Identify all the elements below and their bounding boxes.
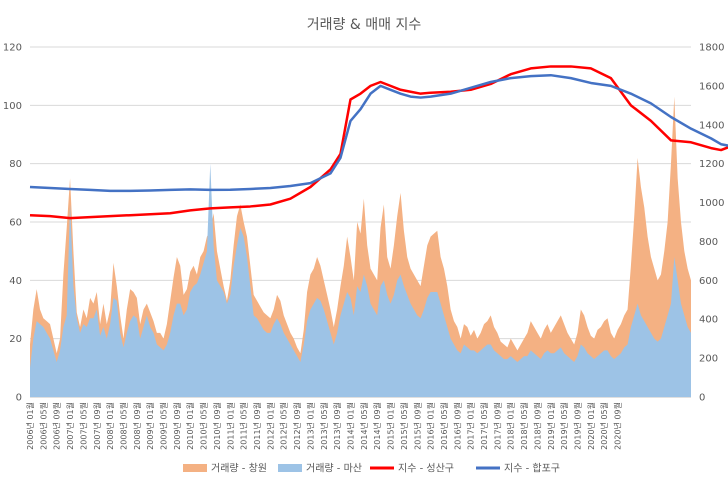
x-tick-label: 2011년 09월 — [252, 402, 262, 450]
x-tick-label: 2019년 05월 — [559, 402, 569, 450]
x-tick-label: 2007년 01월 — [65, 402, 75, 450]
x-tick-label: 2009년 05월 — [159, 402, 169, 450]
y-left-tick-label: 20 — [9, 334, 22, 345]
x-tick-label: 2012년 01월 — [265, 402, 275, 450]
line-seongsan — [29, 65, 728, 220]
x-tick-label: 2016년 09월 — [452, 402, 462, 450]
y-axis-right: 0 200 400 600 800 1000 1200 1400 1600 1800 — [699, 43, 724, 404]
x-tick-label: 2013년 01월 — [305, 402, 315, 450]
legend-label: 지수 - 성산구 — [398, 463, 454, 475]
y-right-tick-label: 0 — [699, 393, 705, 404]
y-right-tick-label: 400 — [699, 315, 718, 326]
x-tick-label: 2019년 09월 — [572, 402, 582, 450]
area-masan — [30, 163, 691, 397]
y-right-tick-label: 800 — [699, 237, 718, 248]
area-series — [30, 96, 691, 397]
y-left-tick-label: 100 — [3, 101, 22, 112]
legend-swatch — [183, 464, 207, 472]
y-left-tick-label: 120 — [3, 43, 22, 54]
legend-label: 지수 - 합포구 — [504, 463, 560, 475]
line-series — [29, 65, 728, 220]
y-right-tick-label: 1400 — [699, 120, 724, 131]
x-tick-label: 2013년 09월 — [332, 402, 342, 450]
x-tick-label: 2010년 09월 — [212, 402, 222, 450]
x-axis: 2006년 01월 2006년 05월 2006년 09월 2007년 01월 2007… — [25, 402, 623, 450]
x-tick-label: 2015년 05월 — [399, 402, 409, 450]
x-tick-label: 2016년 01월 — [426, 402, 436, 450]
x-tick-label: 2009년 01월 — [145, 402, 155, 450]
x-tick-label: 2018년 09월 — [532, 402, 542, 450]
y-left-tick-label: 60 — [9, 218, 22, 229]
chart-title: 거래량 & 매매 지수 — [307, 17, 422, 33]
x-tick-label: 2020년 09월 — [613, 402, 623, 450]
x-tick-label: 2012년 09월 — [292, 402, 302, 450]
x-tick-label: 2015년 01월 — [386, 402, 396, 450]
y-right-tick-label: 600 — [699, 276, 718, 287]
y-axis-left: 0 20 40 60 80 100 120 — [3, 43, 22, 404]
legend: 거래량 - 창원 거래량 - 마산 지수 - 성산구 지수 - 합포구 — [183, 463, 560, 475]
y-right-tick-label: 200 — [699, 354, 718, 365]
x-tick-label: 2011년 05월 — [239, 402, 249, 450]
y-right-tick-label: 1800 — [699, 43, 724, 54]
x-tick-label: 2006년 05월 — [38, 402, 48, 450]
legend-label: 거래량 - 창원 — [211, 463, 267, 475]
x-tick-label: 2019년 01월 — [546, 402, 556, 450]
x-tick-label: 2017년 05월 — [479, 402, 489, 450]
y-left-tick-label: 40 — [9, 276, 22, 287]
x-tick-label: 2006년 01월 — [25, 402, 35, 450]
x-tick-label: 2015년 09월 — [412, 402, 422, 450]
y-left-tick-label: 0 — [16, 393, 22, 404]
x-tick-label: 2007년 05월 — [78, 402, 88, 450]
x-tick-label: 2010년 01월 — [185, 402, 195, 450]
x-tick-label: 2012년 05월 — [279, 402, 289, 450]
x-tick-label: 2014년 05월 — [359, 402, 369, 450]
x-tick-label: 2008년 01월 — [105, 402, 115, 450]
y-right-tick-label: 1600 — [699, 81, 724, 92]
x-tick-label: 2016년 05월 — [439, 402, 449, 450]
legend-swatch — [278, 464, 302, 472]
x-tick-label: 2008년 05월 — [118, 402, 128, 450]
x-tick-label: 2017년 09월 — [492, 402, 502, 450]
legend-label: 거래량 - 마산 — [306, 463, 362, 475]
x-tick-label: 2017년 01월 — [466, 402, 476, 450]
x-tick-label: 2018년 05월 — [519, 402, 529, 450]
x-tick-label: 2011년 01월 — [225, 402, 235, 450]
y-right-tick-label: 1200 — [699, 159, 724, 170]
x-tick-label: 2014년 09월 — [372, 402, 382, 450]
x-tick-label: 2007년 09월 — [92, 402, 102, 450]
x-tick-label: 2018년 01월 — [506, 402, 516, 450]
x-tick-label: 2010년 05월 — [199, 402, 209, 450]
x-tick-label: 2006년 09월 — [52, 402, 62, 450]
x-tick-label: 2014년 01월 — [345, 402, 355, 450]
x-tick-label: 2008년 09월 — [132, 402, 142, 450]
x-tick-label: 2020년 05월 — [599, 402, 609, 450]
x-tick-label: 2013년 05월 — [319, 402, 329, 450]
y-right-tick-label: 1000 — [699, 198, 724, 209]
line-happo — [29, 73, 728, 193]
y-left-tick-label: 80 — [9, 159, 22, 170]
x-tick-label: 2020년 01월 — [586, 402, 596, 450]
x-tick-label: 2009년 09월 — [172, 402, 182, 450]
